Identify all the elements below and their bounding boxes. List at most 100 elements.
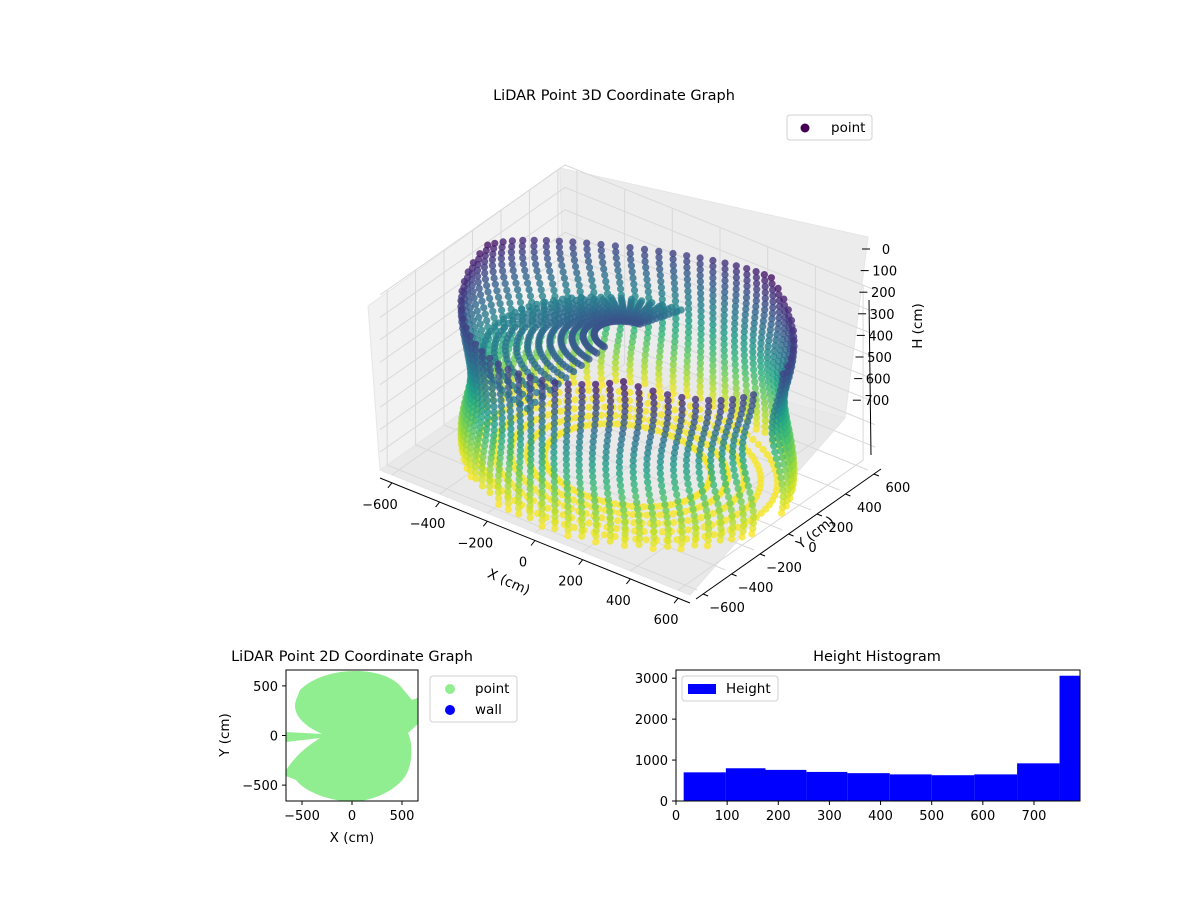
point-3d: [476, 424, 484, 432]
point-3d: [710, 531, 718, 539]
point-3d: [769, 303, 777, 312]
point-3d: [578, 392, 586, 400]
point-3d: [658, 330, 666, 338]
point-3d: [497, 443, 505, 451]
point-3d: [488, 384, 496, 392]
point-3d: [480, 447, 488, 455]
point-3d: [564, 403, 572, 411]
point-3d: [649, 545, 657, 553]
point-3d: [709, 291, 717, 300]
point-3d: [498, 408, 506, 416]
z-axis-line-3d: [868, 299, 872, 456]
y-tick-label-3d: −200: [766, 561, 802, 576]
point-3d: [643, 455, 651, 463]
point-3d: [709, 303, 717, 311]
point-3d: [551, 507, 559, 515]
point-3d: [495, 471, 503, 479]
legend-2d-marker-point: [445, 684, 455, 694]
point-3d: [457, 306, 465, 314]
point-3d: [507, 436, 515, 445]
point-3d: [640, 368, 649, 376]
point-3d: [789, 327, 798, 335]
point-3d: [602, 465, 610, 473]
point-3d: [496, 460, 504, 468]
point-3d: [721, 294, 729, 302]
point-3d: [468, 432, 477, 441]
point-3d: [742, 381, 750, 389]
point-3d: [499, 315, 508, 323]
point-3d: [669, 390, 677, 398]
point-3d: [519, 260, 528, 268]
point-3d: [770, 442, 778, 450]
point-3d: [616, 279, 624, 287]
legend-2d: point wall: [429, 675, 518, 723]
point-3d: [714, 419, 722, 427]
point-3d: [527, 426, 535, 434]
point-3d: [727, 412, 735, 420]
point-3d: [672, 321, 680, 329]
point-3d: [576, 288, 584, 296]
point-3d: [505, 383, 513, 391]
point-3d: [685, 311, 693, 319]
point-3d: [641, 351, 649, 359]
point-3d: [779, 486, 787, 494]
point-3d: [685, 486, 693, 494]
point-3d: [770, 352, 778, 361]
point-3d: [515, 487, 523, 495]
point-3d: [720, 346, 728, 354]
point-3d: [741, 311, 749, 319]
point-3d: [527, 421, 535, 429]
point-3d: [478, 413, 486, 421]
point-3d: [749, 396, 757, 404]
point-3d: [697, 313, 705, 321]
point-3d: [508, 254, 516, 262]
point-3d: [656, 458, 665, 466]
point-3d: [732, 384, 740, 392]
point-3d: [738, 405, 747, 413]
point-3d: [774, 434, 782, 443]
point-3d: [498, 243, 506, 251]
point-3d: [697, 330, 705, 338]
point-3d: [641, 407, 650, 415]
x-tick-3d: [625, 578, 631, 585]
point-3d: [696, 376, 704, 385]
point-3d: [497, 249, 506, 257]
point-3d: [571, 396, 579, 404]
point-3d: [726, 499, 734, 507]
point-3d: [696, 283, 705, 291]
point-3d: [682, 456, 691, 464]
point-3d: [742, 305, 750, 313]
point-3d: [642, 263, 650, 271]
y-tick-label-3d: −400: [738, 581, 774, 596]
y-tick-label-histogram: 0: [660, 795, 668, 810]
histogram-bar: [889, 774, 932, 801]
point-3d: [477, 418, 485, 426]
point-3d: [662, 507, 670, 515]
point-3d: [775, 441, 783, 449]
point-3d: [760, 393, 768, 401]
point-3d: [766, 331, 774, 339]
point-3d: [507, 419, 515, 427]
point-3d: [759, 387, 767, 395]
point-3d: [551, 524, 559, 533]
point-3d: [487, 301, 495, 309]
point-3d: [604, 496, 613, 504]
point-3d: [656, 469, 665, 478]
point-3d: [478, 347, 486, 356]
point-3d: [472, 469, 480, 477]
point-3d: [763, 360, 771, 368]
point-3d: [516, 417, 524, 425]
point-3d: [533, 267, 541, 275]
point-3d: [616, 446, 624, 454]
points-3d: [457, 236, 798, 553]
point-3d: [740, 394, 748, 402]
y-tick-label-3d: 200: [829, 521, 854, 536]
point-3d: [709, 338, 717, 346]
point-3d: [630, 286, 639, 294]
point-3d: [642, 345, 650, 353]
point-3d: [538, 417, 546, 425]
plot-area-histogram: [675, 669, 1081, 802]
point-3d: [741, 369, 749, 377]
point-3d: [506, 401, 514, 409]
point-3d: [761, 417, 770, 425]
